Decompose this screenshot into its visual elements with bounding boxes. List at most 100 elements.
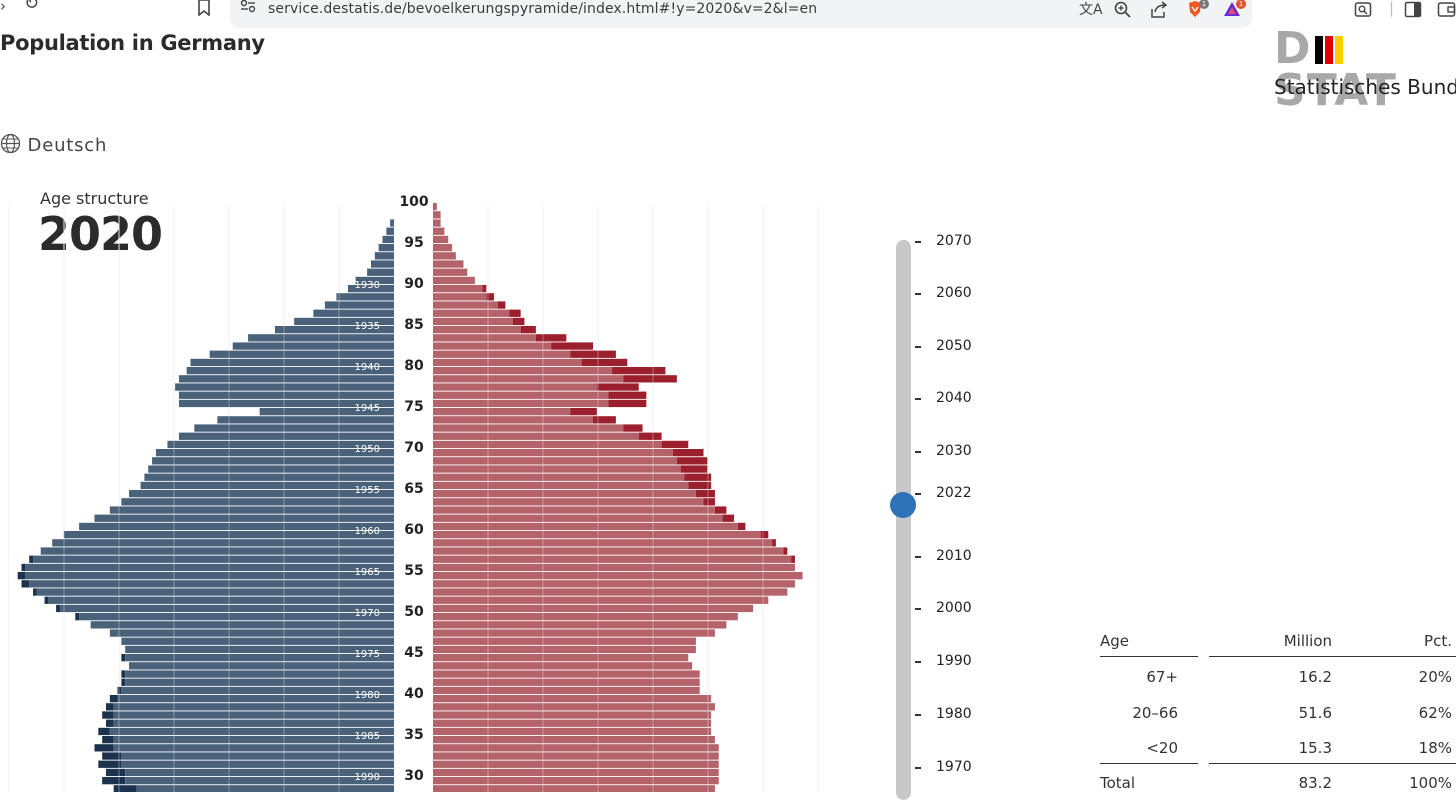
female-bar <box>433 629 715 637</box>
female-excess-bar <box>661 440 689 449</box>
male-bar <box>113 736 395 744</box>
female-bar <box>433 539 773 547</box>
male-bar <box>113 703 395 711</box>
female-bar <box>433 506 715 514</box>
female-excess-bar <box>703 498 715 506</box>
male-excess-bar <box>121 654 126 662</box>
male-excess-bar <box>102 752 122 760</box>
sidebar-icon[interactable] <box>1404 1 1422 21</box>
rewards-icon[interactable] <box>1223 1 1241 20</box>
male-excess-bar <box>29 555 34 563</box>
female-bar <box>433 637 696 645</box>
share-icon[interactable] <box>1150 1 1168 21</box>
male-bar <box>167 440 394 449</box>
slider-tick-label[interactable]: 2030 <box>936 443 972 459</box>
male-bar <box>178 399 394 408</box>
translate-icon[interactable]: 文A <box>1079 2 1103 18</box>
female-bar <box>433 768 719 777</box>
male-bar <box>109 629 394 637</box>
male-bar <box>113 719 395 727</box>
male-bar <box>178 432 394 440</box>
male-bar <box>125 768 394 777</box>
slider-tick-label[interactable]: 2040 <box>936 390 972 406</box>
chart-label: Age structure <box>40 189 149 208</box>
male-bar <box>386 227 394 235</box>
site-settings-icon[interactable] <box>240 0 256 16</box>
slider-tick-label[interactable]: 1970 <box>936 759 972 775</box>
female-excess-bar <box>638 432 662 440</box>
male-bar <box>121 752 395 760</box>
female-bar <box>433 268 468 276</box>
brave-badge: 1 <box>1199 0 1209 9</box>
female-bar <box>433 424 624 432</box>
year-slider-track[interactable] <box>896 240 911 800</box>
male-excess-bar <box>102 777 126 785</box>
slider-tick-label[interactable]: 2000 <box>936 600 972 616</box>
language-switch[interactable]: Deutsch <box>0 133 107 156</box>
female-excess-bar <box>520 326 536 334</box>
female-excess-bar <box>486 293 494 301</box>
toolbar-divider: | <box>1389 0 1395 17</box>
female-bar <box>433 334 536 342</box>
bookmark-icon[interactable] <box>197 0 211 19</box>
birth-year-label: 1935 <box>355 321 380 332</box>
male-excess-bar <box>17 572 26 580</box>
male-bar <box>178 375 394 383</box>
female-bar <box>433 285 483 293</box>
male-bar <box>121 686 395 695</box>
male-bar <box>125 678 394 686</box>
slider-tick <box>915 661 921 663</box>
female-excess-bar <box>760 531 769 539</box>
female-bar <box>433 588 788 596</box>
slider-tick-label[interactable]: 2022 <box>936 485 972 501</box>
male-bar <box>59 604 395 613</box>
slider-tick-label[interactable]: 1990 <box>936 653 972 669</box>
slider-tick-label[interactable]: 2060 <box>936 285 972 301</box>
male-bar <box>259 408 394 416</box>
male-excess-bar <box>56 604 60 613</box>
wallet-icon[interactable] <box>1437 1 1456 21</box>
slider-tick-label[interactable]: 2010 <box>936 548 972 564</box>
male-bar <box>209 350 394 358</box>
reload-icon[interactable]: ↻ <box>24 0 40 14</box>
slider-tick <box>915 556 921 558</box>
destatis-logo[interactable]: D STAT Statistisches Bund <box>1274 27 1456 113</box>
female-bar <box>433 727 712 736</box>
female-bar <box>433 260 464 268</box>
birth-year-label: 1970 <box>355 608 380 619</box>
col-header-pct: Pct. <box>1424 632 1452 650</box>
female-bar <box>433 342 552 350</box>
back-icon[interactable]: › <box>0 0 6 15</box>
male-bar <box>144 473 394 481</box>
brave-shield-icon[interactable] <box>1187 0 1203 21</box>
url-text[interactable]: service.destatis.de/bevoelkerungspyramid… <box>268 1 818 17</box>
year-slider-thumb[interactable] <box>890 492 916 518</box>
female-bar <box>433 383 597 391</box>
female-excess-bar <box>551 342 594 350</box>
female-bar <box>433 719 712 727</box>
female-bar <box>433 326 521 334</box>
male-bar <box>121 760 395 768</box>
slider-tick <box>915 346 921 348</box>
female-bar <box>433 473 685 481</box>
zoom-icon[interactable] <box>1114 1 1131 21</box>
slider-tick-label[interactable]: 2050 <box>936 338 972 354</box>
slider-tick-label[interactable]: 1980 <box>936 706 972 722</box>
age-tick-label: 55 <box>404 563 423 579</box>
male-bar <box>109 727 394 736</box>
slider-tick-label[interactable]: 2070 <box>936 233 972 249</box>
screenshot-icon[interactable] <box>1354 1 1372 21</box>
female-bar <box>433 703 715 711</box>
age-tick-label: 100 <box>399 194 428 210</box>
female-bar <box>433 604 754 613</box>
female-excess-bar <box>596 383 639 391</box>
male-excess-bar <box>117 686 122 695</box>
female-bar <box>433 350 571 358</box>
female-bar <box>433 572 803 580</box>
row-million: 51.6 <box>1298 704 1332 722</box>
female-excess-bar <box>608 391 647 399</box>
address-bar[interactable] <box>230 0 1252 28</box>
language-label[interactable]: Deutsch <box>27 135 108 156</box>
male-excess-bar <box>44 596 49 604</box>
female-bar <box>433 736 715 744</box>
